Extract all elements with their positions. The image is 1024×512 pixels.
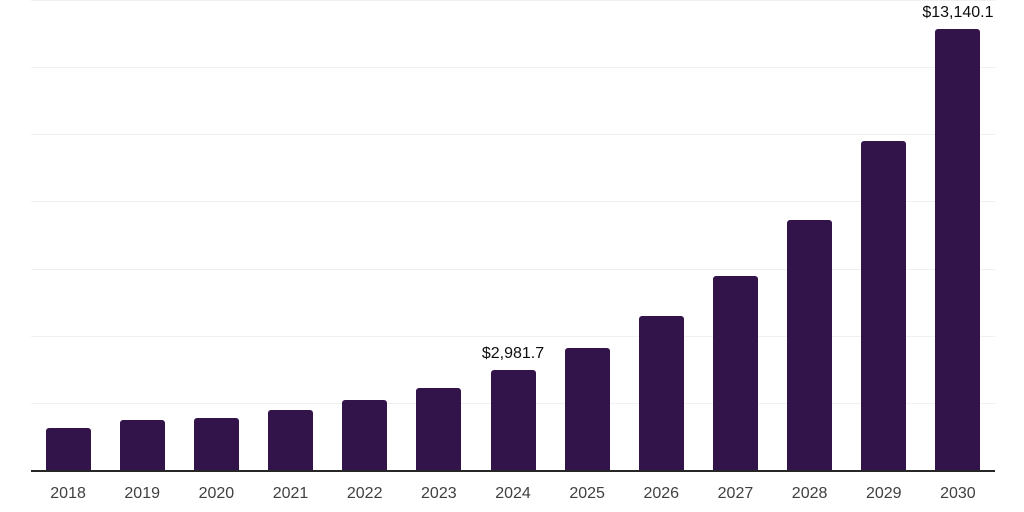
- bar-2023: [416, 387, 462, 470]
- bar-2019: [119, 420, 165, 470]
- bar-2018: [45, 427, 91, 470]
- x-tick-label-2030: 2030: [940, 485, 976, 502]
- data-label-2030: $13,140.1: [922, 3, 994, 21]
- x-tick-label-2027: 2027: [717, 485, 754, 502]
- data-label-2024: $2,981.7: [481, 344, 545, 362]
- x-tick-label-2021: 2021: [272, 485, 309, 502]
- bar-2021: [268, 409, 314, 470]
- x-tick-label-2024: 2024: [495, 485, 531, 502]
- x-tick-label-2019: 2019: [124, 485, 160, 502]
- bar-2024: [490, 369, 536, 470]
- gridline-6000: [31, 269, 995, 270]
- gridline-10000: [31, 134, 995, 135]
- gridline-4000: [31, 336, 995, 337]
- x-tick-label-2026: 2026: [643, 485, 680, 502]
- bar-2026: [638, 316, 684, 470]
- bar-2029: [861, 141, 907, 470]
- x-tick-label-2028: 2028: [791, 485, 828, 502]
- gridline-8000: [31, 201, 995, 202]
- x-tick-label-2022: 2022: [346, 485, 383, 502]
- gridline-12000: [31, 67, 995, 68]
- bar-2020: [193, 417, 239, 470]
- x-tick-label-2018: 2018: [50, 485, 86, 502]
- x-tick-label-2029: 2029: [865, 485, 902, 502]
- gridline-14000: [31, 0, 995, 1]
- bar-2027: [712, 275, 758, 470]
- x-tick-label-2023: 2023: [421, 485, 457, 502]
- x-tick-label-2020: 2020: [198, 485, 235, 502]
- x-tick-label-2025: 2025: [569, 485, 605, 502]
- bar-2022: [342, 400, 388, 470]
- bar-2030: [935, 28, 981, 470]
- bar-2028: [787, 220, 833, 470]
- x-axis-line: [31, 470, 995, 472]
- bar-2025: [564, 347, 610, 470]
